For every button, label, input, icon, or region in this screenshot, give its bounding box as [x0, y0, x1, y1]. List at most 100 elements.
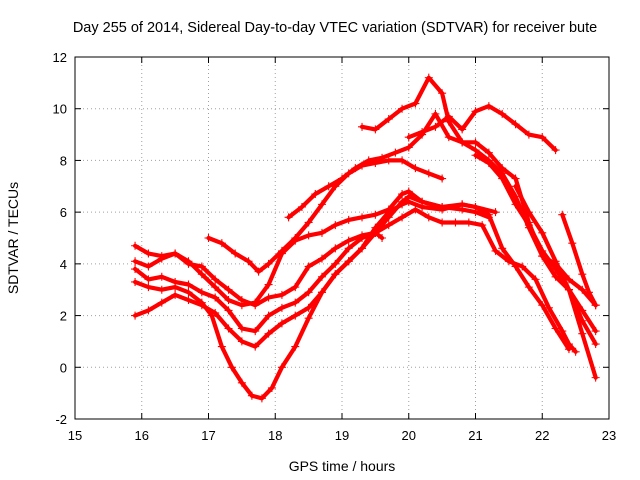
- grid-lines: [75, 57, 609, 419]
- data-point: [304, 231, 313, 240]
- x-tick-label: 18: [268, 428, 282, 443]
- data-point: [544, 303, 553, 312]
- data-point: [204, 234, 213, 242]
- series-track-3: [131, 205, 580, 356]
- data-point: [277, 290, 286, 299]
- data-point: [478, 221, 487, 230]
- data-point: [424, 73, 433, 82]
- data-point: [157, 285, 166, 294]
- data-point: [464, 218, 473, 227]
- data-point: [131, 241, 140, 250]
- data-point: [237, 324, 246, 333]
- data-point: [524, 208, 533, 217]
- data-point: [458, 205, 467, 214]
- data-point: [211, 293, 220, 302]
- data-point: [398, 197, 407, 206]
- data-point: [197, 288, 206, 297]
- data-point: [184, 280, 193, 289]
- series-line: [133, 230, 385, 308]
- data-point: [344, 215, 353, 224]
- data-point: [378, 153, 387, 162]
- y-tick-label: 2: [60, 309, 67, 324]
- x-tick-label: 16: [135, 428, 149, 443]
- chart-title: Day 255 of 2014, Sidereal Day-to-day VTE…: [73, 20, 597, 36]
- data-point: [207, 311, 216, 320]
- data-point: [438, 218, 447, 227]
- data-point: [291, 283, 300, 292]
- data-point: [364, 156, 373, 165]
- data-point: [237, 337, 246, 346]
- data-point: [578, 329, 587, 338]
- data-point: [491, 208, 500, 217]
- data-point: [358, 244, 367, 253]
- data-point: [344, 244, 353, 253]
- data-point: [231, 249, 240, 258]
- data-point: [264, 280, 273, 289]
- y-tick-label: 12: [53, 50, 67, 65]
- data-point: [418, 197, 427, 206]
- data-point: [331, 244, 340, 253]
- data-point: [591, 327, 600, 336]
- data-point: [511, 120, 520, 129]
- series-track-5: [131, 192, 493, 403]
- axis-ticks: 15 16 17 18 19 20 21 22 23 -2 0 2 4 6 8 10 12: [53, 50, 617, 443]
- data-point: [197, 298, 206, 307]
- x-tick-label: 15: [68, 428, 82, 443]
- data-point: [244, 257, 253, 266]
- data-point: [484, 102, 493, 111]
- data-point: [264, 259, 273, 268]
- data-point: [538, 301, 547, 310]
- data-point: [531, 275, 540, 284]
- data-point: [251, 327, 260, 336]
- data-point: [291, 342, 300, 351]
- data-point: [411, 99, 420, 108]
- data-point: [438, 89, 447, 98]
- data-point: [458, 125, 467, 134]
- data-point: [304, 314, 313, 323]
- data-point: [518, 262, 527, 271]
- data-point: [344, 236, 353, 245]
- x-tick-label: 23: [602, 428, 616, 443]
- data-point: [131, 265, 140, 274]
- data-point: [498, 244, 507, 253]
- data-point: [264, 311, 273, 320]
- data-point: [291, 311, 300, 320]
- y-tick-label: 10: [53, 102, 67, 117]
- data-point: [524, 221, 533, 230]
- data-point: [578, 270, 587, 279]
- data-point: [431, 109, 440, 118]
- data-point: [424, 169, 433, 178]
- series-line: [133, 207, 578, 354]
- data-point: [568, 239, 577, 248]
- data-point: [384, 156, 393, 165]
- data-point: [398, 213, 407, 222]
- data-point: [558, 210, 567, 219]
- y-tick-label: -2: [55, 412, 67, 427]
- data-point: [451, 218, 460, 227]
- data-point: [251, 342, 260, 351]
- data-point: [237, 296, 246, 305]
- data-point: [511, 262, 520, 271]
- data-point: [144, 275, 153, 284]
- data-point: [551, 257, 560, 266]
- data-point: [564, 285, 573, 294]
- data-point: [484, 159, 493, 168]
- data-point: [317, 200, 326, 209]
- data-point: [471, 138, 480, 147]
- data-point: [371, 125, 380, 134]
- data-point: [524, 130, 533, 139]
- data-point: [471, 107, 480, 116]
- data-point: [498, 174, 507, 183]
- data-point: [317, 254, 326, 263]
- data-point: [438, 174, 447, 183]
- data-point: [304, 262, 313, 271]
- data-point: [358, 213, 367, 222]
- data-point: [411, 205, 420, 214]
- data-point: [171, 283, 180, 292]
- y-axis-label: SDTVAR / TECUs: [5, 182, 21, 294]
- data-point: [484, 213, 493, 222]
- data-point: [591, 373, 600, 382]
- data-point: [254, 267, 263, 276]
- series-track-10: [471, 151, 600, 349]
